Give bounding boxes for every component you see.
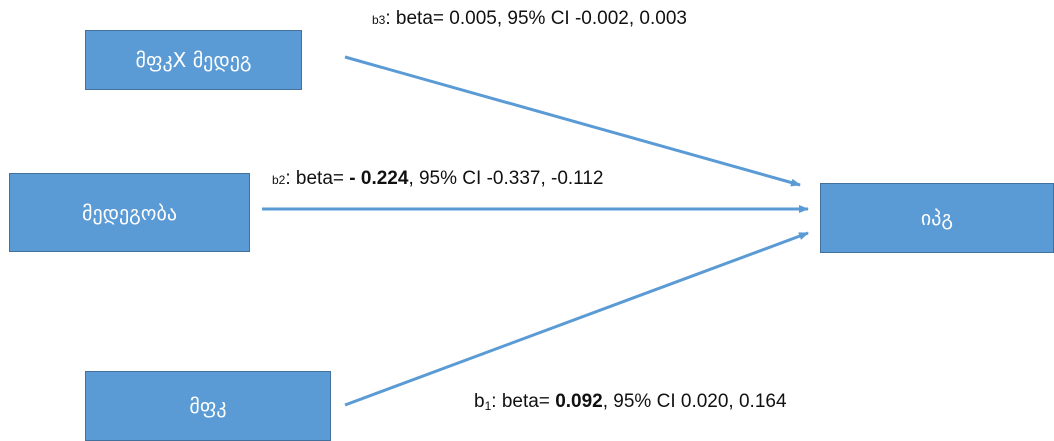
node-interaction: მფკX მედეგ bbox=[85, 30, 302, 90]
coefficient-b2: b2: beta= - 0.224, 95% CI -0.337, -0.112 bbox=[272, 168, 603, 190]
ci-b1: , 95% CI 0.020, 0.164 bbox=[602, 391, 787, 412]
arrow-b1 bbox=[344, 231, 809, 407]
ci-b2: , 95% CI -0.337, -0.112 bbox=[408, 168, 604, 189]
node-outcome-label: იპგ bbox=[920, 206, 954, 230]
ci-b3: , 95% CI -0.002, 0.003 bbox=[496, 8, 687, 29]
path-label-b1-subscript: 1 bbox=[484, 399, 492, 413]
path-label-b3: b3 bbox=[372, 13, 386, 27]
node-resilience-label: მედეგობა bbox=[82, 200, 177, 225]
coefficient-b1: b1: beta= 0.092, 95% CI 0.020, 0.164 bbox=[474, 391, 787, 413]
path-label-b2: b2 bbox=[272, 173, 286, 187]
beta-prefix-b1: : beta= bbox=[491, 391, 556, 412]
node-resilience: მედეგობა bbox=[9, 173, 250, 252]
beta-value-b1: 0.092 bbox=[555, 391, 603, 412]
beta-value-b3: 0.005 bbox=[449, 8, 497, 29]
node-predictor-label: მფკ bbox=[189, 394, 227, 418]
path-label-b1-letter: b bbox=[474, 391, 485, 412]
arrow-b3 bbox=[344, 55, 801, 187]
beta-prefix-b3: : beta= bbox=[385, 8, 450, 29]
beta-prefix-b2: : beta= bbox=[285, 168, 350, 189]
node-interaction-label: მფკX მედეგ bbox=[135, 48, 252, 72]
node-predictor: მფკ bbox=[85, 371, 331, 441]
coefficient-b3: b3: beta= 0.005, 95% CI -0.002, 0.003 bbox=[372, 8, 687, 30]
node-outcome: იპგ bbox=[820, 183, 1054, 253]
beta-value-b2: - 0.224 bbox=[349, 168, 409, 189]
